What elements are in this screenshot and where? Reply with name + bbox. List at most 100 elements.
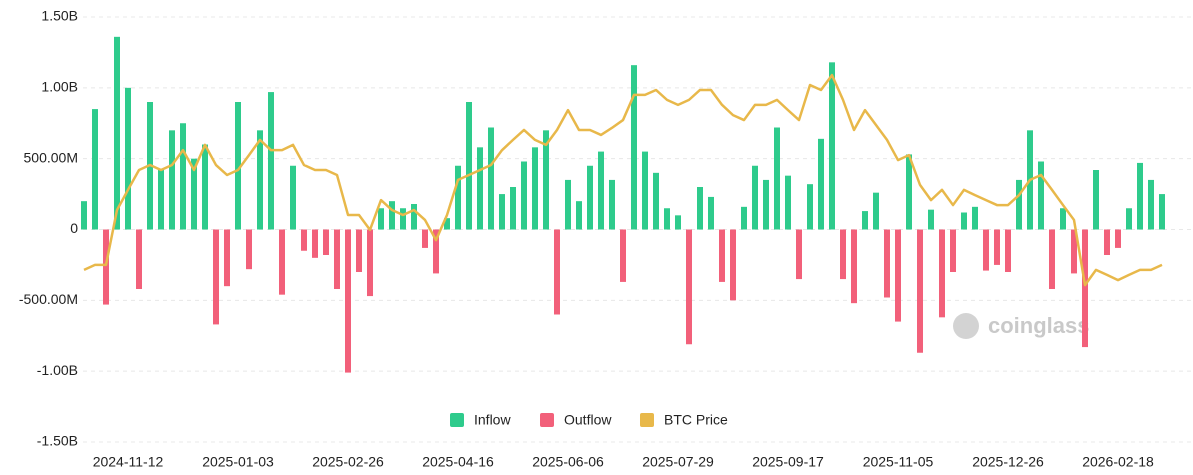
bar [1016, 179, 1022, 230]
bar [939, 229, 945, 318]
bar [851, 229, 857, 304]
bar [565, 179, 571, 230]
x-tick-label: 2025-09-17 [752, 454, 824, 470]
bar [367, 229, 373, 297]
x-tick-label: 2025-06-06 [532, 454, 604, 470]
bar [686, 229, 692, 345]
bar [510, 187, 516, 230]
bar [1060, 208, 1066, 230]
bar [312, 229, 318, 258]
bar [477, 147, 483, 230]
bar [389, 201, 395, 230]
bar [422, 229, 428, 248]
bar [719, 229, 725, 282]
bar [609, 179, 615, 230]
bar [884, 229, 890, 298]
bar [741, 206, 747, 230]
bar [499, 194, 505, 230]
bar [521, 161, 527, 230]
legend-item: Inflow [450, 412, 511, 428]
x-tick-label: 2025-12-26 [972, 454, 1044, 470]
bar [598, 151, 604, 230]
bar [191, 158, 197, 230]
bar [180, 123, 186, 230]
bar [895, 229, 901, 322]
bar [356, 229, 362, 272]
bar [323, 229, 329, 255]
bar [752, 165, 758, 230]
bar [279, 229, 285, 295]
bar [1115, 229, 1121, 248]
bar [994, 229, 1000, 265]
bar [961, 212, 967, 230]
bar [697, 187, 703, 230]
bar [587, 165, 593, 230]
bar [543, 130, 549, 230]
bar [334, 229, 340, 289]
y-tick-label: -1.00B [37, 362, 78, 378]
bar [488, 127, 494, 230]
bar [1137, 162, 1143, 230]
watermark-logo [953, 313, 979, 339]
bar [246, 229, 252, 270]
bar [873, 192, 879, 230]
bar [631, 65, 637, 230]
bar [290, 165, 296, 230]
y-tick-label: 500.00M [24, 149, 78, 165]
x-tick-label: 2025-02-26 [312, 454, 384, 470]
bar [213, 229, 219, 325]
x-tick-label: 2024-11-12 [93, 454, 164, 470]
bar [928, 209, 934, 230]
bar [653, 172, 659, 230]
x-tick-label: 2025-04-16 [422, 454, 494, 470]
bar [532, 147, 538, 230]
bar [92, 109, 98, 230]
bar [202, 144, 208, 230]
legend-item: BTC Price [640, 412, 728, 428]
bar [466, 102, 472, 230]
bar [433, 229, 439, 274]
bar [235, 102, 241, 230]
legend-label: BTC Price [664, 412, 728, 428]
bar [1038, 161, 1044, 230]
bar [1049, 229, 1055, 289]
bar [807, 184, 813, 230]
bar [455, 165, 461, 230]
bar [268, 92, 274, 230]
bar [378, 208, 384, 230]
bar [81, 201, 87, 230]
y-tick-label: 0 [70, 220, 78, 236]
bar [829, 62, 835, 230]
bar [642, 151, 648, 230]
x-tick-label: 2025-11-05 [863, 454, 934, 470]
bar [906, 154, 912, 230]
bar [411, 204, 417, 230]
bar [840, 229, 846, 280]
legend-swatch [450, 413, 464, 427]
bar [1093, 170, 1099, 230]
y-tick-label: 1.50B [41, 8, 78, 24]
bar [444, 218, 450, 230]
bar [620, 229, 626, 282]
bar [114, 36, 120, 230]
bar [708, 196, 714, 230]
y-tick-label: 1.00B [41, 79, 78, 95]
bar [224, 229, 230, 287]
x-tick-label: 2026-02-18 [1082, 454, 1154, 470]
bar [763, 179, 769, 230]
bar [103, 229, 109, 305]
bar [158, 168, 164, 230]
x-tick-label: 2025-01-03 [202, 454, 274, 470]
bar [774, 127, 780, 230]
bar [301, 229, 307, 251]
legend-label: Inflow [474, 412, 511, 428]
bar [862, 211, 868, 230]
bar [785, 175, 791, 230]
y-tick-label: -1.50B [37, 433, 78, 449]
bar [1159, 194, 1165, 230]
bar [1148, 179, 1154, 230]
bar [1082, 229, 1088, 348]
x-tick-label: 2025-07-29 [642, 454, 714, 470]
legend-swatch [640, 413, 654, 427]
watermark-text: coinglass [988, 313, 1089, 338]
